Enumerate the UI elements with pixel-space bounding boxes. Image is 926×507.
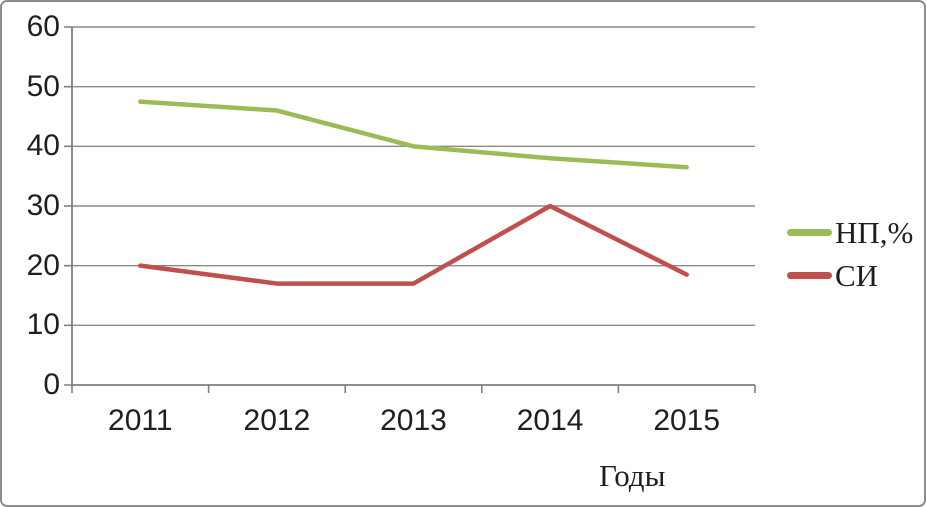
x-tick-label: 2014 bbox=[516, 404, 584, 437]
x-tick-label: 2012 bbox=[243, 404, 311, 437]
x-tick-label: 2013 bbox=[380, 404, 447, 437]
y-tick-label: 0 bbox=[43, 368, 60, 401]
x-tick-label: 2011 bbox=[108, 404, 173, 437]
legend-item-si: СИ bbox=[787, 254, 913, 297]
y-tick-label: 50 bbox=[26, 69, 60, 103]
y-tick-label: 20 bbox=[26, 248, 60, 282]
x-axis-title: Годы bbox=[599, 458, 666, 493]
y-tick-label: 30 bbox=[26, 189, 60, 222]
series-line-0 bbox=[138, 99, 689, 170]
y-tick-label: 10 bbox=[26, 308, 60, 342]
legend: НП,% СИ bbox=[787, 211, 913, 297]
y-tick-label: 60 bbox=[26, 10, 60, 43]
series-line-1 bbox=[138, 203, 689, 286]
legend-swatch-np-icon bbox=[787, 229, 832, 236]
legend-label-si: СИ bbox=[835, 258, 879, 293]
legend-label-np: НП,% bbox=[835, 215, 914, 250]
y-tick-label: 40 bbox=[26, 129, 60, 163]
x-tick-label: 2015 bbox=[653, 404, 721, 437]
legend-item-np: НП,% bbox=[787, 211, 913, 254]
legend-swatch-si-icon bbox=[787, 272, 832, 279]
